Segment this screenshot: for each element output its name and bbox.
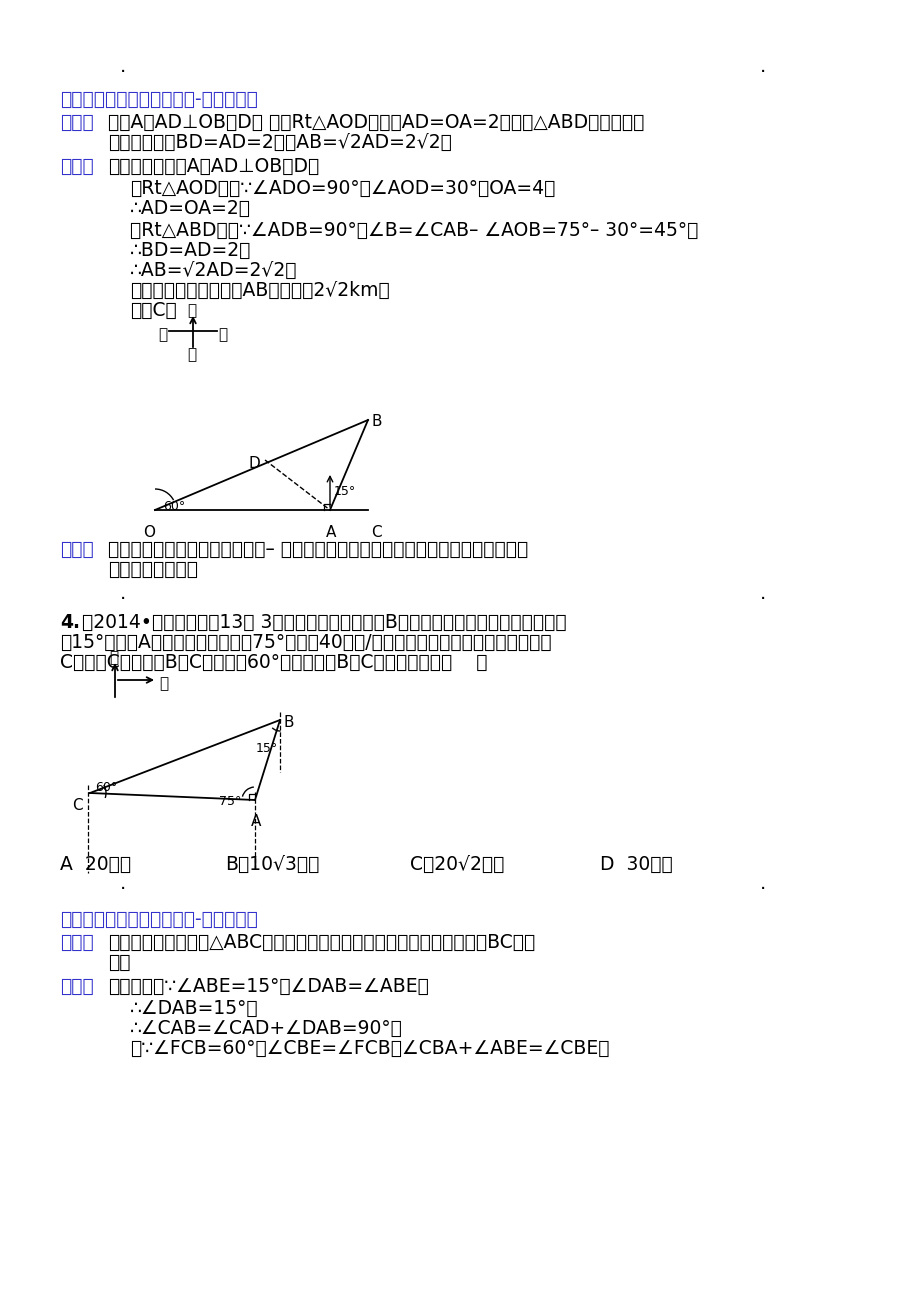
Text: 解：如图，过点A作AD⊥OB于D．: 解：如图，过点A作AD⊥OB于D． xyxy=(108,158,319,176)
Text: 解答：: 解答： xyxy=(60,158,94,176)
Text: 在Rt△AOD中，∵∠ADO=90°，∠AOD=30°，OA=4，: 在Rt△AOD中，∵∠ADO=90°，∠AOD=30°，OA=4， xyxy=(130,178,555,198)
Text: 北: 北 xyxy=(108,650,118,665)
Text: 解答：: 解答： xyxy=(60,976,94,996)
Text: 15°: 15° xyxy=(334,486,356,497)
Text: 解：如图，∵∠ABE=15°，∠DAB=∠ABE，: 解：如图，∵∠ABE=15°，∠DAB=∠ABE， xyxy=(108,976,428,996)
Text: 在Rt△ABD中，∵∠ADB=90°，∠B=∠CAB– ∠AOB=75°– 30°=45°，: 在Rt△ABD中，∵∠ADB=90°，∠B=∠CAB– ∠AOB=75°– 30… xyxy=(130,221,698,240)
Text: ·: · xyxy=(119,62,126,82)
Text: C: C xyxy=(72,798,83,812)
Text: A: A xyxy=(325,525,336,540)
Text: （2014•山东临沂，第13题 3分）如图，在某监测点B处望见一船正在作业的渔船在南偏: （2014•山东临沂，第13题 3分）如图，在某监测点B处望见一船正在作业的渔船… xyxy=(82,613,566,631)
Text: D  30海里: D 30海里 xyxy=(599,855,672,874)
Text: 60°: 60° xyxy=(163,500,185,513)
Text: 分析：: 分析： xyxy=(60,934,94,952)
Text: ∴∠CAB=∠CAD+∠DAB=90°．: ∴∠CAB=∠CAD+∠DAB=90°． xyxy=(130,1019,403,1038)
Text: C．20√2海里: C．20√2海里 xyxy=(410,855,504,874)
Text: 本题考查了解直角三角形的应用– 方向角问题，难度适中，作出辅助线构造直角三角: 本题考查了解直角三角形的应用– 方向角问题，难度适中，作出辅助线构造直角三角 xyxy=(108,540,528,559)
Text: 北: 北 xyxy=(187,303,196,318)
Text: B．10√3海里: B．10√3海里 xyxy=(225,855,319,874)
Text: 即该船航行的距离（即AB的长）为2√2km．: 即该船航行的距离（即AB的长）为2√2km． xyxy=(130,281,390,299)
Text: 三角形，得出BD=AD=2，则AB=√2AD=2√2．: 三角形，得出BD=AD=2，则AB=√2AD=2√2． xyxy=(108,133,451,152)
Text: ∴AD=OA=2．: ∴AD=OA=2． xyxy=(130,199,251,217)
Text: 点评：: 点评： xyxy=(60,540,94,559)
Text: 故选C．: 故选C． xyxy=(130,301,176,320)
Text: 南: 南 xyxy=(187,348,196,362)
Text: D: D xyxy=(249,456,260,471)
Text: ∴AB=√2AD=2√2．: ∴AB=√2AD=2√2． xyxy=(130,260,297,280)
Text: C: C xyxy=(370,525,381,540)
Text: ·: · xyxy=(759,590,766,609)
Text: 分析：: 分析： xyxy=(60,113,94,132)
Text: 又∵∠FCB=60°，∠CBE=∠FCB，∠CBA+∠ABE=∠CBE，: 又∵∠FCB=60°，∠CBE=∠FCB，∠CBA+∠ABE=∠CBE， xyxy=(130,1039,609,1059)
Text: 75°: 75° xyxy=(219,796,241,809)
Text: ·: · xyxy=(759,62,766,82)
Text: B: B xyxy=(371,414,382,428)
Text: 60°: 60° xyxy=(95,781,117,794)
Text: ·: · xyxy=(119,590,126,609)
Text: 西15°方向的A处，若渔船沿北偏西75°方向以40海里/小时的速度航行，航行半小时后到达: 西15°方向的A处，若渔船沿北偏西75°方向以40海里/小时的速度航行，航行半小… xyxy=(60,633,551,652)
Text: B: B xyxy=(284,715,294,730)
Text: 东: 东 xyxy=(159,676,168,691)
Text: 15°: 15° xyxy=(255,742,278,755)
Text: 度．: 度． xyxy=(108,953,130,973)
Text: 4.: 4. xyxy=(60,613,80,631)
Text: ·: · xyxy=(119,880,126,898)
Text: ∴∠DAB=15°，: ∴∠DAB=15°， xyxy=(130,999,258,1018)
Text: C处，在C处观测到B在C的北偏东60°方向上，则B、C之间的距离为（    ）: C处，在C处观测到B在C的北偏东60°方向上，则B、C之间的距离为（ ） xyxy=(60,654,487,672)
Text: 形是解题的关键．: 形是解题的关键． xyxy=(108,560,198,579)
Text: 如图，根据题意易求△ABC是等腰直角三角形，通过解该直角三角形来求BC的长: 如图，根据题意易求△ABC是等腰直角三角形，通过解该直角三角形来求BC的长 xyxy=(108,934,535,952)
Text: 考点：解直角三角形的应用-方向角问题: 考点：解直角三角形的应用-方向角问题 xyxy=(60,910,257,930)
Text: A  20海里: A 20海里 xyxy=(60,855,131,874)
Text: O: O xyxy=(142,525,154,540)
Text: 过点A作AD⊥OB于D． 先解Rt△AOD，得出AD=OA=2，再由△ABD是等腰直角: 过点A作AD⊥OB于D． 先解Rt△AOD，得出AD=OA=2，再由△ABD是等… xyxy=(108,113,643,132)
Text: 东: 东 xyxy=(218,327,227,342)
Text: A: A xyxy=(251,814,261,829)
Text: 考点：解直角三角形的应用-方向角问题: 考点：解直角三角形的应用-方向角问题 xyxy=(60,90,257,109)
Text: 西: 西 xyxy=(158,327,167,342)
Text: ·: · xyxy=(759,880,766,898)
Text: ∴BD=AD=2，: ∴BD=AD=2， xyxy=(130,241,251,260)
